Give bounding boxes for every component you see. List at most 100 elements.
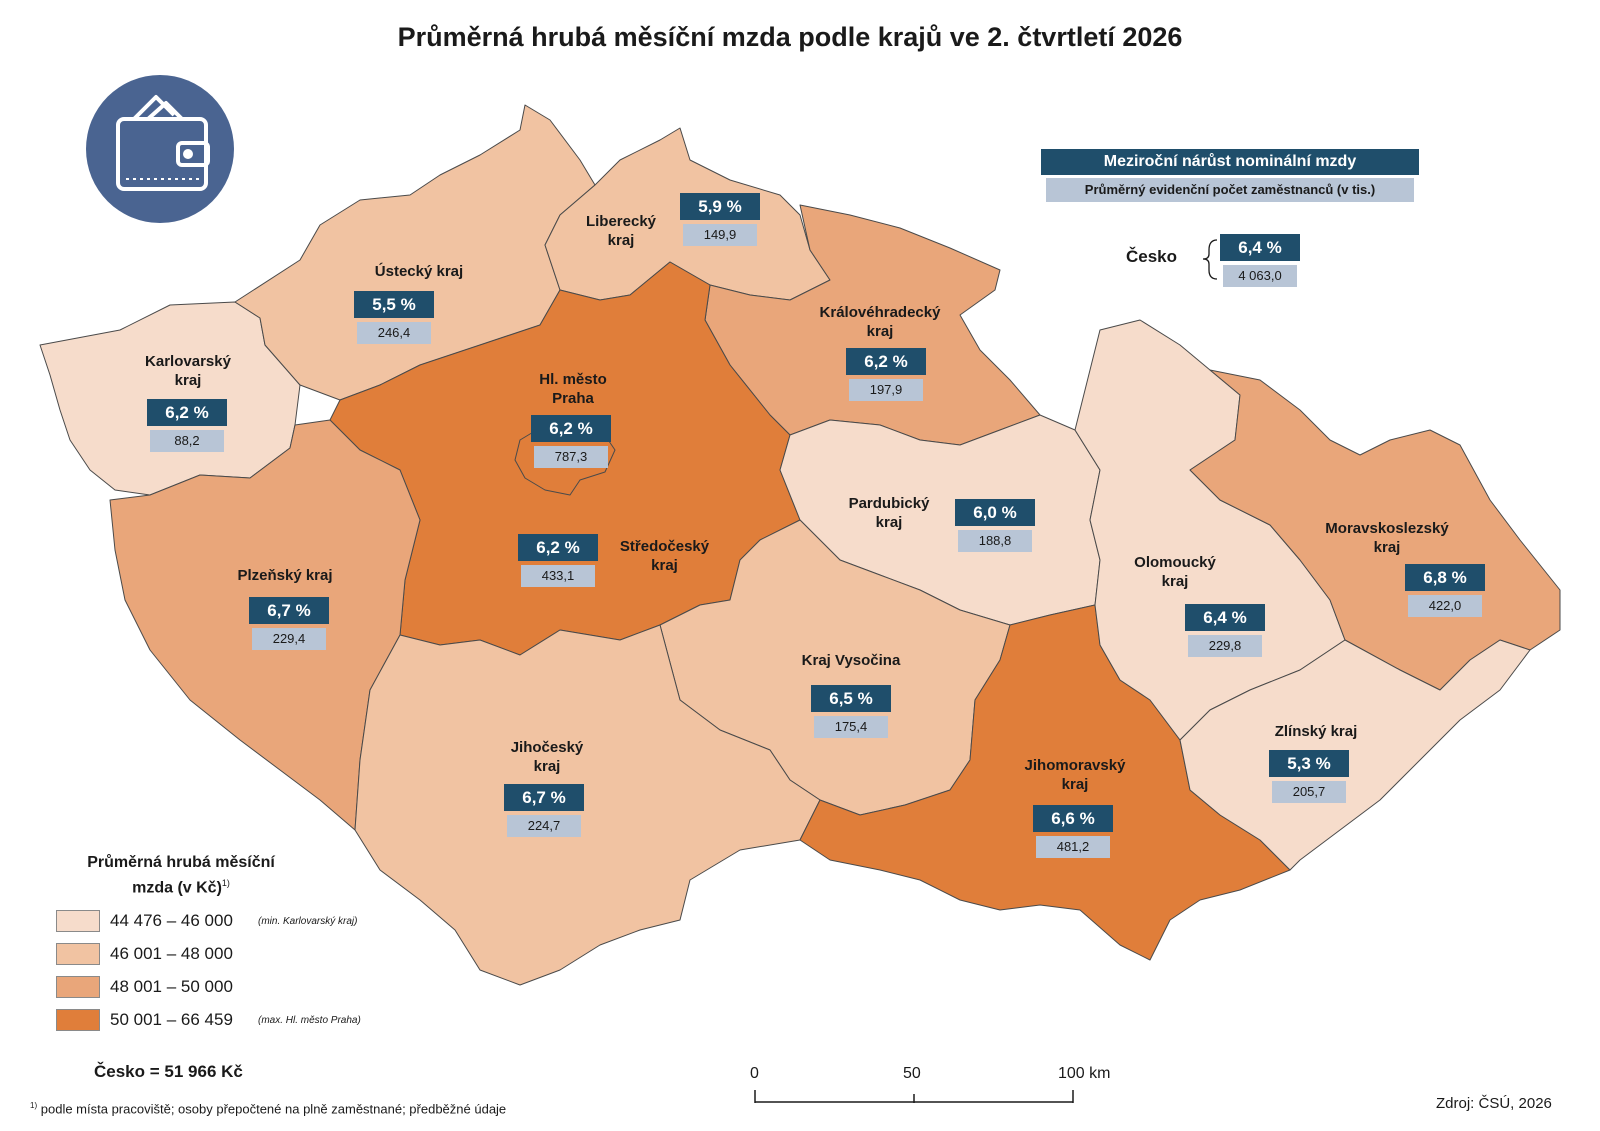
region-label-ustecky: Ústecký kraj bbox=[354, 262, 484, 281]
region-zlinsky bbox=[1179, 639, 1531, 871]
employees-badge-pardubicky: 188,8 bbox=[958, 530, 1032, 552]
region-name-line: Karlovarský bbox=[145, 353, 231, 370]
employees-badge-olomoucky: 229,8 bbox=[1188, 635, 1262, 657]
growth-badge-plzensky: 6,7 % bbox=[249, 597, 329, 624]
growth-badge-jihomoravsky: 6,6 % bbox=[1033, 805, 1113, 832]
region-label-liberecky: Liberecký kraj bbox=[566, 212, 676, 250]
growth-badge-jihocesky: 6,7 % bbox=[504, 784, 584, 811]
region-name-line: kraj bbox=[533, 758, 561, 775]
footnote: 1) podle místa pracoviště; osoby přepočt… bbox=[30, 1101, 506, 1116]
region-label-stredocesky: Středočeský kraj bbox=[607, 537, 722, 575]
legend-note: (min. Karlovarský kraj) bbox=[258, 916, 358, 927]
region-name-line: kraj bbox=[174, 372, 202, 389]
region-plzensky bbox=[109, 419, 421, 831]
scale-label-0: 0 bbox=[750, 1065, 759, 1082]
legend-range: 50 001 – 66 459 bbox=[110, 1010, 233, 1029]
legend-swatch bbox=[56, 910, 100, 932]
region-name-line: Jihočeský bbox=[510, 739, 584, 756]
employees-badge-cesko: 4 063,0 bbox=[1223, 265, 1297, 287]
cesko-bracket bbox=[1202, 239, 1218, 280]
region-name-line: kraj bbox=[651, 557, 678, 574]
legend-title-line: Průměrná hrubá měsíční bbox=[87, 854, 275, 871]
growth-badge-olomoucky: 6,4 % bbox=[1185, 604, 1265, 631]
employees-badge-stredocesky: 433,1 bbox=[521, 565, 595, 587]
cesko-label: Česko bbox=[1126, 247, 1178, 266]
region-name-line: Moravskoslezský bbox=[1325, 520, 1449, 537]
growth-badge-liberecky: 5,9 % bbox=[680, 193, 760, 220]
employees-badge-plzensky: 229,4 bbox=[252, 628, 326, 650]
growth-badge-kralovehradecky: 6,2 % bbox=[846, 348, 926, 375]
region-label-moravskoslezsky: Moravskoslezský kraj bbox=[1307, 519, 1467, 557]
legend-title-line: mzda (v Kč) bbox=[132, 879, 222, 897]
employees-badge-ustecky: 246,4 bbox=[357, 322, 431, 344]
cesko-average-wage: Česko = 51 966 Kč bbox=[94, 1062, 243, 1081]
region-label-zlinsky: Zlínský kraj bbox=[1256, 722, 1376, 741]
employees-badge-moravskoslezsky: 422,0 bbox=[1408, 595, 1482, 617]
region-name-line: kraj bbox=[607, 232, 635, 249]
region-name-line: Kraj Vysočina bbox=[801, 652, 901, 669]
growth-badge-stredocesky: 6,2 % bbox=[518, 534, 598, 561]
region-label-jihomoravsky: Jihomoravský kraj bbox=[1010, 756, 1140, 794]
region-name-line: Liberecký bbox=[585, 213, 657, 230]
region-name-line: kraj bbox=[875, 514, 903, 531]
employees-badge-jihomoravsky: 481,2 bbox=[1036, 836, 1110, 858]
legend-swatch bbox=[56, 976, 100, 998]
scale-label-100: 100 km bbox=[1058, 1065, 1111, 1082]
region-name-line: Hl. město bbox=[539, 371, 607, 388]
employees-badge-praha: 787,3 bbox=[534, 446, 608, 468]
region-name-line: Zlínský kraj bbox=[1274, 723, 1358, 740]
employees-badge-zlinsky: 205,7 bbox=[1272, 781, 1346, 803]
region-name-line: Pardubický bbox=[848, 495, 930, 512]
employees-badge-kralovehradecky: 197,9 bbox=[849, 379, 923, 401]
footnote-text: podle místa pracoviště; osoby přepočtené… bbox=[40, 1101, 507, 1117]
legend-title: Průměrná hrubá měsíční mzda (v Kč)1) bbox=[56, 852, 306, 898]
employees-badge-vysocina: 175,4 bbox=[814, 716, 888, 738]
growth-badge-cesko: 6,4 % bbox=[1220, 234, 1300, 261]
region-jihocesky bbox=[354, 624, 821, 986]
legend-note: (max. Hl. město Praha) bbox=[258, 1015, 361, 1026]
region-label-jihocesky: Jihočeský kraj bbox=[492, 738, 602, 776]
scale-bar bbox=[754, 1090, 1074, 1103]
legend-swatch bbox=[56, 943, 100, 965]
map-title: Průměrná hrubá měsíční mzda podle krajů … bbox=[397, 22, 1183, 52]
region-name-line: Královéhradecký bbox=[819, 304, 941, 321]
employees-badge-karlovarsky: 88,2 bbox=[150, 430, 224, 452]
growth-badge-moravskoslezsky: 6,8 % bbox=[1405, 564, 1485, 591]
region-label-plzensky: Plzeňský kraj bbox=[220, 566, 350, 585]
growth-badge-ustecky: 5,5 % bbox=[354, 291, 434, 318]
legend-footnote-mark: 1) bbox=[221, 878, 230, 888]
region-label-olomoucky: Olomoucký kraj bbox=[1120, 553, 1230, 591]
region-name-line: kraj bbox=[866, 323, 894, 340]
legend-employees-header: Průměrný evidenční počet zaměstnanců (v … bbox=[1046, 178, 1414, 202]
region-label-karlovarsky: Karlovarský kraj bbox=[133, 352, 243, 390]
legend-swatch bbox=[56, 1009, 100, 1031]
region-label-praha: Hl. město Praha bbox=[518, 370, 628, 408]
region-label-vysocina: Kraj Vysočina bbox=[786, 651, 916, 670]
wallet-icon bbox=[86, 75, 234, 223]
growth-badge-zlinsky: 5,3 % bbox=[1269, 750, 1349, 777]
region-name-line: kraj bbox=[1161, 573, 1189, 590]
scale-label-50: 50 bbox=[903, 1065, 921, 1082]
footnote-mark: 1) bbox=[30, 1101, 38, 1110]
legend-growth-header: Meziroční nárůst nominální mzdy bbox=[1041, 149, 1419, 175]
region-label-pardubicky: Pardubický kraj bbox=[834, 494, 944, 532]
growth-badge-pardubicky: 6,0 % bbox=[955, 499, 1035, 526]
legend-range: 46 001 – 48 000 bbox=[110, 944, 233, 963]
region-name-line: Plzeňský kraj bbox=[237, 567, 333, 584]
region-name-line: Olomoucký bbox=[1134, 554, 1216, 571]
region-name-line: Ústecký kraj bbox=[374, 263, 464, 280]
region-name-line: Středočeský bbox=[619, 538, 710, 555]
legend-range: 48 001 – 50 000 bbox=[110, 977, 233, 996]
growth-badge-praha: 6,2 % bbox=[531, 415, 611, 442]
region-label-kralovehradecky: Královéhradecký kraj bbox=[800, 303, 960, 341]
legend-range: 44 476 – 46 000 bbox=[110, 911, 233, 930]
region-name-line: kraj bbox=[1373, 539, 1401, 556]
region-name-line: kraj bbox=[1061, 776, 1089, 793]
source-note: Zdroj: ČSÚ, 2026 bbox=[1436, 1095, 1552, 1112]
growth-badge-vysocina: 6,5 % bbox=[811, 685, 891, 712]
region-name-line: Praha bbox=[552, 390, 594, 407]
employees-badge-liberecky: 149,9 bbox=[683, 224, 757, 246]
employees-badge-jihocesky: 224,7 bbox=[507, 815, 581, 837]
growth-badge-karlovarsky: 6,2 % bbox=[147, 399, 227, 426]
region-name-line: Jihomoravský bbox=[1024, 757, 1126, 774]
